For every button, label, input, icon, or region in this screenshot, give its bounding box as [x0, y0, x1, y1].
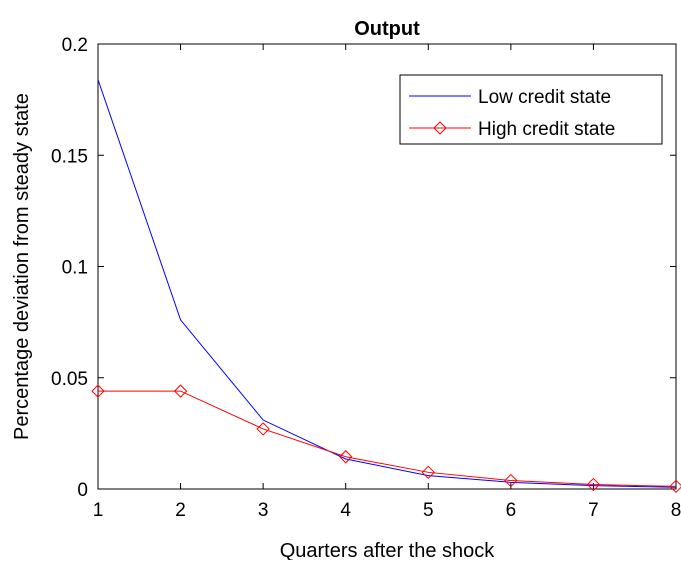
x-tick-label: 1	[93, 500, 104, 521]
x-tick-label: 7	[588, 500, 599, 521]
x-tick-label: 4	[340, 500, 351, 521]
data-point-marker	[669, 479, 681, 494]
legend-marker-high-credit	[433, 121, 447, 135]
legend-label-low-credit: Low credit state	[478, 87, 611, 108]
y-tick-label: 0.2	[62, 35, 88, 56]
x-tick-label: 2	[175, 500, 186, 521]
series-line-0	[97, 79, 677, 488]
x-tick-label: 3	[258, 500, 269, 521]
y-axis-label: Percentage deviation from steady state	[11, 93, 33, 440]
x-tick-label: 6	[506, 500, 517, 521]
y-tick-label: 0.1	[62, 258, 88, 279]
axis-ticks: 1 2 3 4 5 6 7 8 0 0.05 0.1 0.15 0.2	[51, 35, 681, 521]
legend: Low credit state High credit state	[399, 74, 663, 145]
data-point-marker	[173, 384, 188, 398]
x-tick-label: 5	[423, 500, 434, 521]
legend-box	[399, 74, 663, 145]
data-point-marker	[91, 384, 105, 398]
data-point-marker	[586, 477, 601, 492]
legend-label-high-credit: High credit state	[478, 119, 615, 140]
series-layer	[91, 79, 681, 494]
series-line-1	[98, 390, 677, 487]
chart-title: Output	[354, 18, 420, 40]
y-tick-label: 0	[77, 480, 88, 501]
y-tick-label: 0.05	[51, 369, 88, 390]
data-point-marker	[339, 450, 353, 464]
x-axis-label: Quarters after the shock	[280, 540, 496, 560]
data-point-marker	[504, 473, 518, 488]
y-tick-label: 0.15	[51, 146, 88, 167]
data-point-marker	[421, 465, 435, 480]
x-tick-label: 8	[671, 500, 681, 521]
data-point-marker	[256, 422, 270, 436]
